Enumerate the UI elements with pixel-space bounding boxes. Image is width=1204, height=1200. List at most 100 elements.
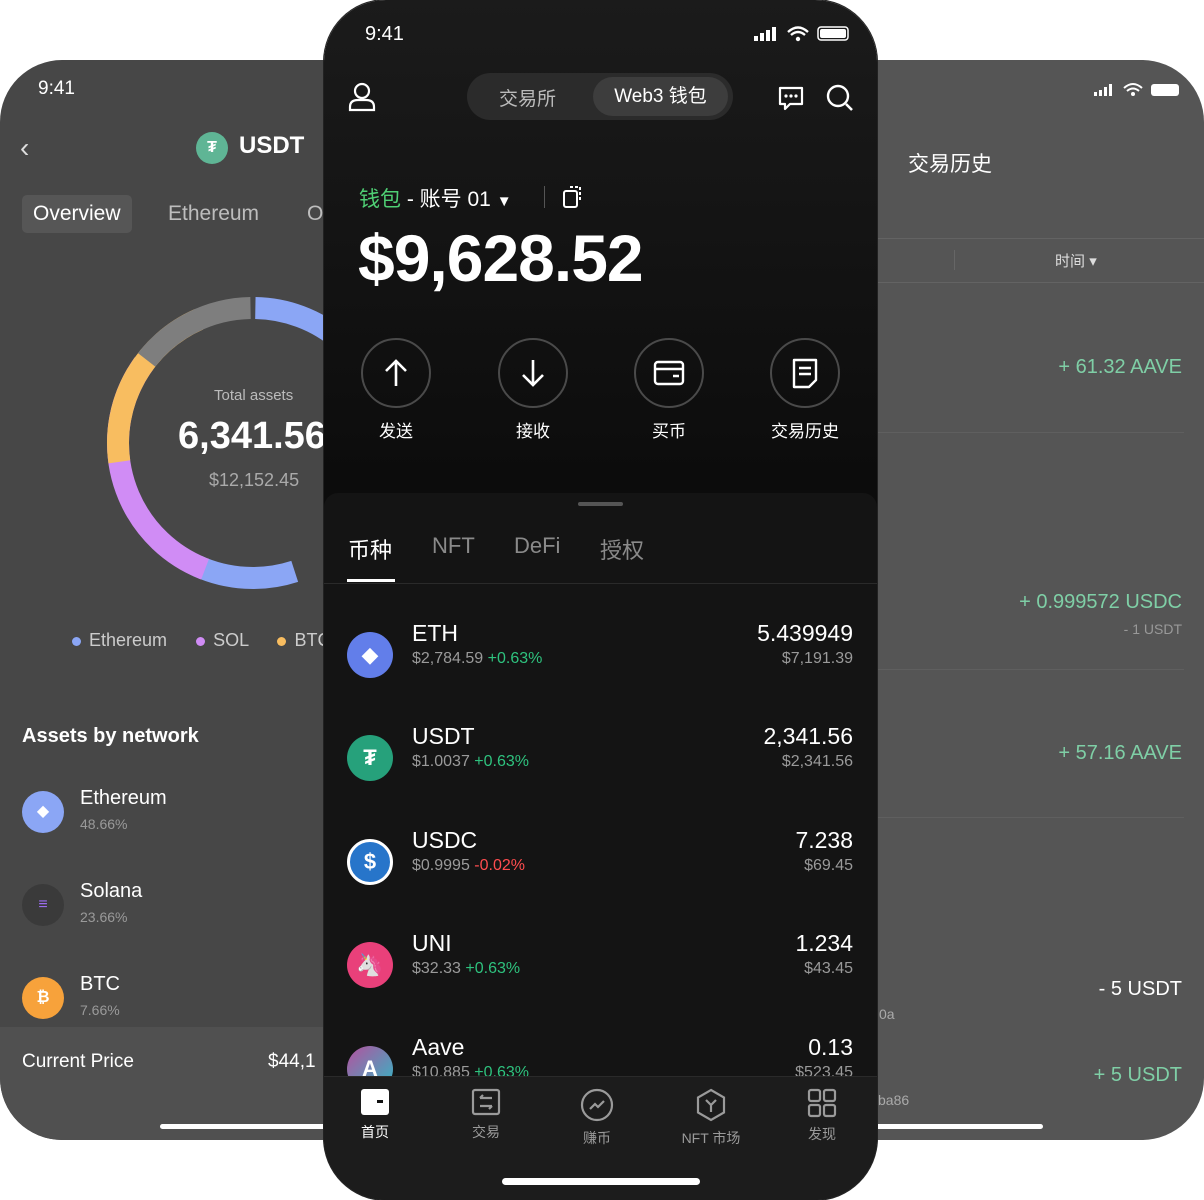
wallet-label: 钱包 (359, 188, 401, 211)
current-price-label: Current Price (22, 1051, 134, 1072)
token-symbol: Aave (412, 1034, 465, 1060)
total-assets-value: 6,341.56 (178, 415, 326, 457)
price: $32.33 (412, 960, 461, 977)
nft-hexagon-icon (696, 1088, 726, 1122)
back-icon[interactable]: ‹ (20, 132, 30, 163)
caret-down-icon: ▼ (496, 193, 512, 210)
token-row-uni[interactable]: 🦄 UNI $32.33 +0.63% 1.234 $43.45 (324, 930, 877, 1022)
nav-nft-market[interactable]: NFT 市场 (661, 1088, 761, 1148)
divider (600, 238, 1204, 239)
usdt-icon: ₮ (347, 735, 393, 781)
token-value: $69.45 (804, 857, 853, 874)
mode-switch[interactable]: 交易所 Web3 钱包 (467, 73, 733, 120)
segment-ethereum-2 (107, 297, 399, 589)
signal-wifi-battery-icon (754, 26, 849, 42)
active-tab-indicator (347, 579, 395, 582)
total-balance: $9,628.52 (358, 221, 644, 295)
tab-nft[interactable]: NFT (432, 533, 475, 558)
token-price: $32.33 +0.63% (412, 960, 520, 978)
price: $1.0037 (412, 753, 470, 770)
receive-button[interactable] (498, 338, 568, 408)
tab-approvals[interactable]: 授权 (600, 538, 645, 563)
home-indicator (870, 1124, 1043, 1129)
token-symbol: ETH (412, 620, 458, 646)
buy-button[interactable] (634, 338, 704, 408)
time-filter-dropdown[interactable]: 时间 ▾ (1055, 250, 1097, 271)
legend-sol: SOL (213, 630, 249, 650)
receive-label: 接收 (516, 422, 550, 441)
token-value: $43.45 (804, 960, 853, 977)
token-price: $0.9995 -0.02% (412, 857, 525, 875)
copy-icon[interactable] (562, 184, 584, 210)
account-selector[interactable]: 钱包 - 账号 01 ▼ (359, 183, 512, 213)
status-icons (1094, 82, 1184, 103)
status-time: 9:41 (365, 23, 404, 45)
arrow-up-icon (385, 359, 407, 386)
network-pct: 7.66% (80, 1002, 120, 1018)
legend-ethereum: Ethereum (89, 630, 168, 650)
token-title: USDT (239, 132, 305, 159)
document-icon (792, 358, 818, 389)
history-button[interactable] (770, 338, 840, 408)
network-name: Solana (80, 880, 143, 902)
send-button[interactable] (361, 338, 431, 408)
total-assets-usd: $12,152.45 (209, 470, 300, 490)
change: -0.02% (474, 857, 525, 874)
usdc-icon: $ (347, 839, 393, 885)
swap-icon (471, 1088, 501, 1116)
chart-legend: Ethereum SOL BTC (72, 630, 330, 651)
tab-ethereum[interactable]: Ethereum (168, 202, 260, 225)
token-price: $1.0037 +0.63% (412, 753, 529, 771)
nav-earn[interactable]: 赚币 (547, 1088, 647, 1148)
search-icon[interactable] (825, 83, 855, 113)
divider (324, 583, 877, 584)
token-amount: 2,341.56 (763, 723, 853, 749)
buy-label: 买币 (652, 422, 686, 441)
tab-tokens[interactable]: 币种 (348, 538, 393, 563)
message-icon[interactable] (777, 84, 805, 112)
token-value: $2,341.56 (781, 753, 853, 770)
token-amount: 0.13 (808, 1034, 853, 1060)
account-name: - 账号 01 (406, 188, 491, 211)
home-indicator (502, 1178, 700, 1185)
network-pct: 48.66% (80, 816, 128, 832)
legend-dot (72, 636, 81, 646)
price: $2,784.59 (412, 650, 484, 667)
change: +0.63% (465, 960, 521, 977)
donut-chart (106, 297, 399, 589)
nav-trade[interactable]: 交易 (436, 1088, 536, 1142)
token-value: $7,191.39 (781, 650, 853, 667)
ethereum-icon: ◆ (22, 791, 64, 833)
divider (954, 250, 955, 270)
token-row-usdc[interactable]: $ USDC $0.9995 -0.02% 7.238 $69.45 (324, 827, 877, 919)
divider (870, 817, 1184, 818)
nav-home[interactable]: 首页 (325, 1088, 425, 1142)
token-amount: 7.238 (795, 827, 853, 853)
drag-handle[interactable] (578, 502, 623, 506)
segment-web3-wallet[interactable]: Web3 钱包 (593, 77, 728, 116)
tab-overview[interactable]: Overview (22, 195, 132, 233)
segment-btc (107, 297, 399, 589)
uni-icon: 🦄 (347, 942, 393, 988)
tx-amount: - 5 USDT (1098, 978, 1182, 1000)
divider (544, 186, 545, 208)
token-row-eth[interactable]: ◆ ETH $2,784.59 +0.63% 5.439949 $7,191.3… (324, 620, 877, 712)
tab-defi[interactable]: DeFi (514, 533, 561, 558)
grid-icon (807, 1088, 837, 1118)
nav-label: 赚币 (583, 1130, 611, 1146)
segment-exchange[interactable]: 交易所 (499, 89, 557, 110)
token-row-usdt[interactable]: ₮ USDT $1.0037 +0.63% 2,341.56 $2,341.56 (324, 723, 877, 815)
eth-icon: ◆ (347, 632, 393, 678)
filter-label: 时间 (1055, 253, 1086, 270)
tab-other[interactable]: O (307, 202, 324, 225)
network-name: BTC (80, 973, 120, 995)
tx-hash: ba86 (878, 1092, 910, 1108)
tx-amount: + 5 USDT (1093, 1064, 1182, 1086)
nav-discover[interactable]: 发现 (772, 1088, 872, 1144)
network-name: Ethereum (80, 787, 167, 809)
segment-ethereum (106, 297, 399, 589)
home-wallet-icon (361, 1089, 389, 1115)
profile-icon[interactable] (348, 82, 376, 112)
price: $0.9995 (412, 857, 470, 874)
tx-amount: + 57.16 AAVE (1058, 742, 1182, 764)
